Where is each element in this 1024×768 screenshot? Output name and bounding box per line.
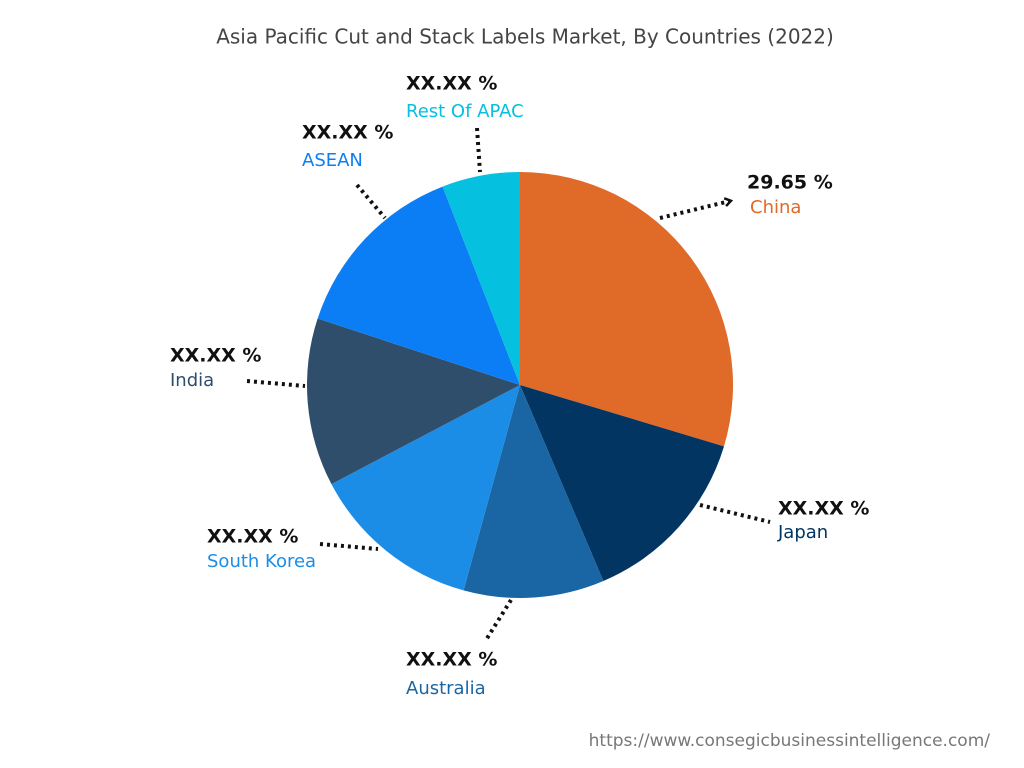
value-label: XX.XX %	[302, 122, 393, 144]
category-label: Japan	[777, 522, 828, 543]
leader-line	[475, 127, 482, 173]
value-label: XX.XX %	[778, 498, 869, 520]
category-label: South Korea	[207, 551, 316, 572]
leader-line	[355, 183, 387, 220]
category-label: ASEAN	[302, 150, 363, 171]
pie-slice	[520, 385, 724, 582]
pie-slice	[463, 385, 604, 598]
source-url: https://www.consegicbusinessintelligence…	[589, 731, 991, 751]
value-label: XX.XX %	[406, 73, 497, 95]
category-label: China	[750, 197, 801, 218]
pie-slice	[317, 186, 520, 385]
pie-slice	[520, 172, 733, 447]
leader-line	[319, 542, 379, 551]
leader-line	[484, 598, 513, 642]
category-label: Rest Of APAC	[406, 101, 524, 122]
leader-line	[659, 201, 730, 220]
value-label: XX.XX %	[406, 649, 497, 671]
chart-title: Asia Pacific Cut and Stack Labels Market…	[216, 25, 834, 49]
pie-slice	[331, 385, 520, 591]
category-label: Australia	[406, 678, 486, 699]
category-label: India	[170, 370, 214, 391]
value-label: XX.XX %	[207, 526, 298, 548]
value-label: XX.XX %	[170, 345, 261, 367]
leader-line	[699, 503, 771, 524]
pie-slice	[442, 172, 520, 385]
pie-slice	[307, 318, 520, 485]
value-label: 29.65 %	[747, 172, 833, 194]
leader-line	[246, 379, 306, 388]
